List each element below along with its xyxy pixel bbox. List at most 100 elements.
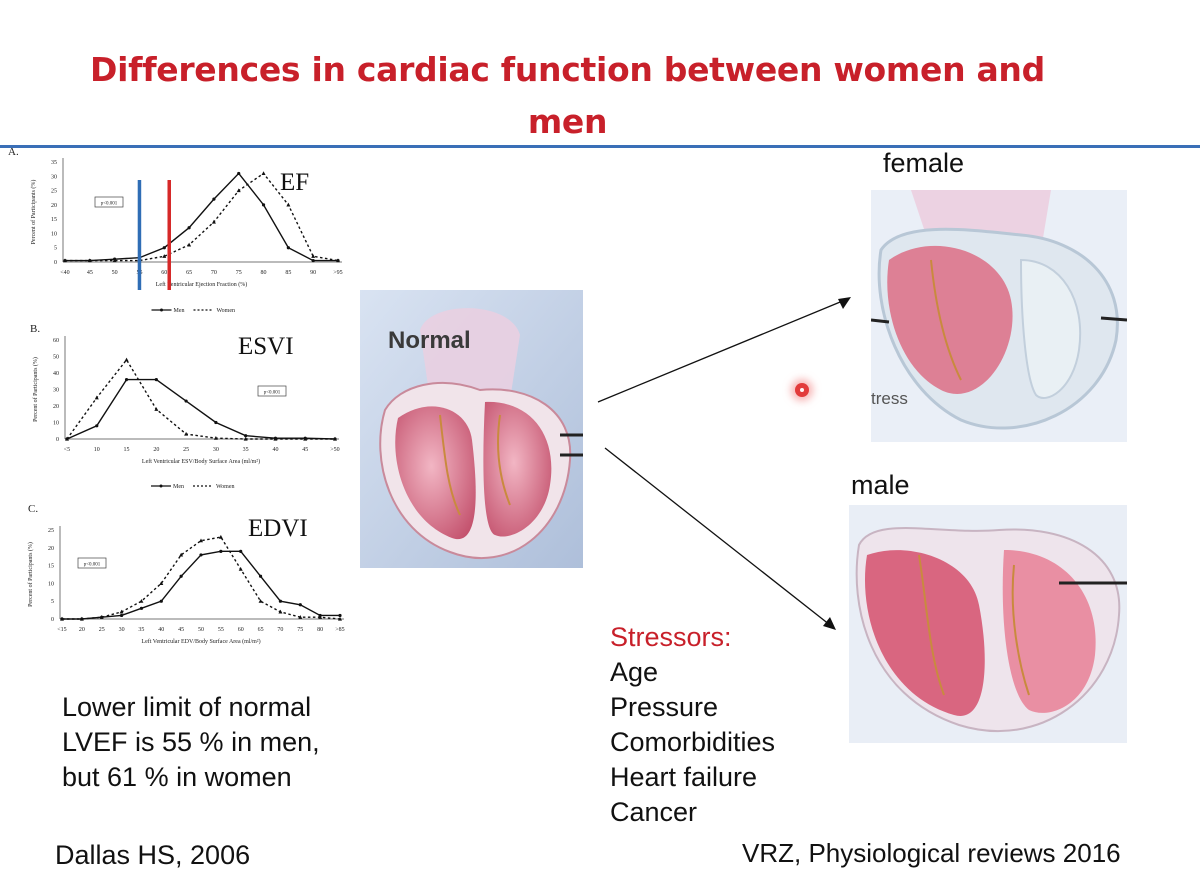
panel-label: C. [28,503,38,515]
p-value-box [77,557,107,569]
stressor-item: Heart failure [610,762,758,792]
data-point-men [179,574,183,578]
legend-label-men: Men [174,308,185,314]
stressor-item: Comorbidities [610,727,776,757]
data-point-women [179,552,184,557]
y-axis-label: Percent of Participants (%) [32,357,39,422]
legend-marker-men [160,308,163,312]
x-tick-label: 90 [310,270,316,276]
y-tick-label: 10 [48,581,54,587]
male-heart-illustration [849,505,1127,743]
x-tick-label: >85 [335,627,344,633]
legend-label-women: Women [216,484,235,490]
data-point-men [212,197,216,201]
data-point-women [87,258,92,263]
data-point-men [219,549,223,553]
y-tick-label: 15 [51,217,57,223]
data-point-women [119,609,124,614]
stressors-list: Stressors: Age Pressure Comorbidities He… [610,620,775,830]
data-point-women [162,254,167,258]
title-divider [0,145,1200,148]
data-point-women [333,436,337,441]
data-point-women [236,188,241,193]
lvef-note-line: but 61 % in women [62,762,292,792]
y-axis-label: Percent of Participants (%) [30,180,37,245]
series-line-women [62,536,341,620]
data-point-men [278,599,283,603]
y-tick-label: 0 [51,617,54,623]
y-tick-label: 20 [51,203,57,209]
cardiac-function-charts: A.EF05101520253035<404550556065707580859… [8,146,345,645]
stressor-item: Cancer [610,797,698,827]
chart-big-label: EDVI [248,515,308,542]
x-axis-label: Left Ventricular ESV/Body Surface Area (… [142,458,260,465]
female-label: female [883,148,965,178]
arrow-down-icon [823,617,836,630]
x-tick-label: 30 [119,627,125,633]
data-point-women [65,436,69,441]
x-tick-label: 80 [317,627,323,633]
data-point-women [154,407,159,411]
data-point-men [237,171,241,176]
data-point-women [318,615,323,619]
x-axis-label: Left Ventricular EDV/Body Surface Area (… [141,638,260,645]
legend-label-women: Women [217,308,236,314]
normal-heart-illustration: Normal [360,290,583,568]
x-tick-label: 35 [138,627,144,633]
x-tick-label: 35 [243,447,249,453]
data-point-women [338,616,342,621]
x-tick-label: 85 [285,270,291,276]
x-tick-label: 75 [297,627,303,633]
p-value-box [94,196,124,208]
panel-label: B. [30,323,40,335]
citation-right: VRZ, Physiological reviews 2016 [742,838,1121,868]
data-point-men [199,553,203,557]
stressor-item: Pressure [610,692,719,722]
x-tick-label: 30 [213,447,219,453]
p-value-label: p<0.001 [84,563,101,568]
x-tick-label: 55 [218,627,224,633]
data-point-women [112,258,117,263]
data-point-men [311,258,315,263]
data-point-men [187,226,191,230]
data-point-women [261,171,266,176]
p-value-label: p<0.001 [264,391,281,396]
y-tick-label: 50 [53,355,59,361]
y-tick-label: 10 [51,231,57,237]
data-point-men [261,203,266,207]
data-point-men [95,424,99,428]
data-point-men [258,574,263,578]
lvef-note-line: Lower limit of normal [62,692,312,722]
chart-big-label: ESVI [238,333,294,360]
y-tick-label: 30 [53,388,59,394]
x-tick-label: <40 [60,270,69,276]
y-tick-label: 35 [51,160,57,166]
data-point-men [162,246,166,250]
y-tick-label: 10 [53,421,59,427]
data-point-men [338,613,342,618]
data-point-women [94,395,99,400]
data-point-women [336,258,340,263]
series-line-men [66,378,336,440]
x-tick-label: 20 [79,627,85,633]
data-point-men [298,603,302,607]
data-point-men [239,549,243,553]
x-tick-label: 10 [94,447,100,453]
data-point-women [199,538,203,543]
y-tick-label: 20 [53,404,59,410]
y-tick-label: 60 [53,338,59,344]
slide-title-line2: men [527,102,608,141]
female-stress-fragment: tress [871,389,908,408]
x-tick-label: <5 [64,447,70,453]
x-tick-label: <15 [57,627,66,633]
x-tick-label: 45 [178,627,184,633]
data-point-men [214,420,218,425]
y-axis-label: Percent of Participants (%) [27,542,34,607]
male-label: male [851,470,910,500]
data-point-women [184,431,189,436]
data-point-women [63,258,67,263]
panel-label: A. [8,146,19,158]
x-tick-label: 50 [198,627,204,633]
slide-title: Differences in cardiac function between … [0,44,1135,148]
series-line-men [65,172,338,262]
